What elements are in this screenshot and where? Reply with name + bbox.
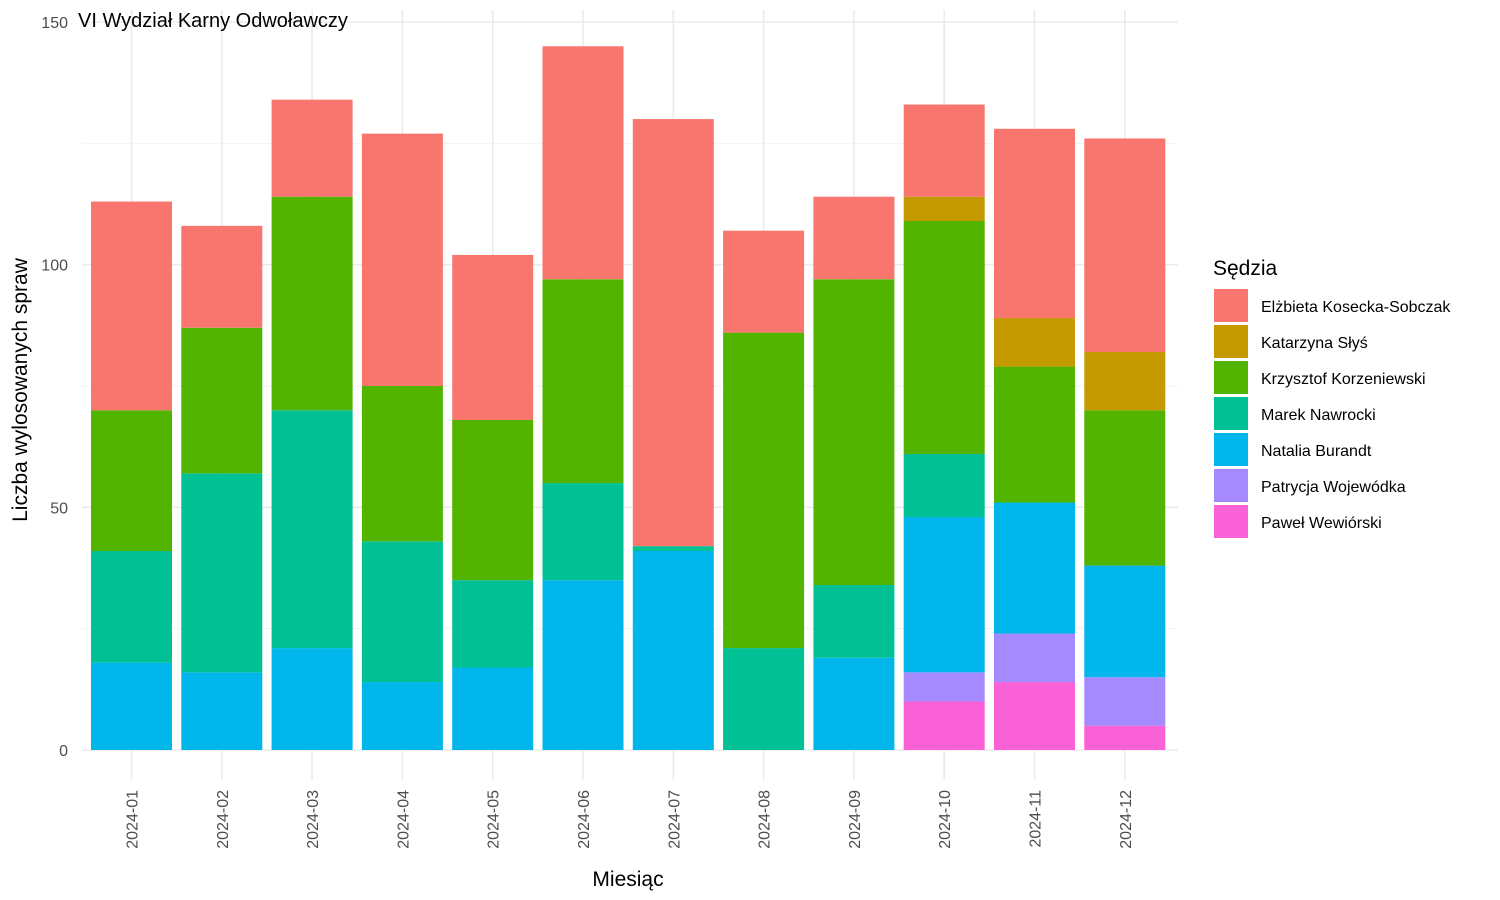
x-tick-label: 2024-06 [576,790,593,849]
legend: Sędzia Elżbieta Kosecka-Sobczak Katarzyna… [1213,257,1451,538]
bar-segment [994,128,1075,319]
legend-label: Elżbieta Kosecka-Sobczak [1261,299,1451,316]
bar-segment [91,201,172,411]
bar-segment [994,318,1075,367]
bar-segment [181,473,263,673]
x-tick-label: 2024-10 [937,790,954,849]
bar-segment [452,254,534,420]
bar-segment [632,546,714,552]
bar-segment [632,119,714,547]
bar-segment [361,541,443,683]
bar-segment [542,46,624,280]
bar-segment [723,648,805,750]
bar-segment [271,410,353,649]
bar-segment [723,230,805,333]
bar-segment [91,662,172,750]
bar-segment [1084,677,1166,726]
bar-segment [181,327,263,474]
y-tick-label: 0 [59,743,68,760]
bars-layer [91,46,1166,750]
bar-segment [903,104,985,197]
bar-segment [994,366,1075,503]
bar-segment [723,332,805,649]
bar-segment [903,453,985,518]
y-axis-title: Liczba wylosowanych spraw [9,257,32,522]
bar-segment [452,580,534,668]
chart-title: VI Wydział Karny Odwoławczy [78,10,348,32]
x-tick-label: 2024-01 [125,790,142,849]
bar-segment [181,225,263,328]
bar-segment [452,419,534,581]
bar-segment [813,279,895,585]
legend-label: Katarzyna Słyś [1261,335,1368,352]
bar-segment [994,633,1075,683]
bar-segment [542,279,624,484]
bar-segment [813,584,895,658]
x-tick-label: 2024-04 [395,790,412,849]
legend-title: Sędzia [1213,257,1278,280]
axis-layer: 0 50 100 150 2024-01 2024-02 2024-03 2024-04 202… [41,15,1135,849]
x-tick-label: 2024-03 [305,790,322,849]
bar-segment [271,648,353,750]
bar-segment [903,220,985,454]
bar-segment [452,667,534,750]
x-tick-label: 2024-05 [486,790,503,849]
bar-segment [361,682,443,750]
bar-segment [632,551,714,750]
bar-segment [271,99,353,197]
bar-segment [1084,410,1166,566]
x-tick-label: 2024-11 [1028,790,1045,848]
bar-segment [1084,725,1166,750]
legend-label: Patrycja Wojewódka [1261,479,1406,496]
bar-segment [1084,138,1166,353]
legend-swatch [1214,469,1248,502]
bar-segment [361,133,443,386]
x-tick-label: 2024-09 [847,790,864,849]
x-tick-label: 2024-07 [666,790,683,849]
x-tick-label: 2024-08 [757,790,774,849]
bar-segment [1084,565,1166,678]
bar-segment [994,502,1075,634]
bar-segment [91,551,172,663]
legend-label: Natalia Burandt [1261,443,1372,460]
bar-segment [903,701,985,750]
bar-segment [903,517,985,673]
bar-segment [1084,352,1166,411]
bar-segment [994,682,1075,750]
legend-label: Marek Nawrocki [1261,407,1376,424]
bar-segment [903,672,985,702]
bar-segment [271,196,353,411]
x-axis-title: Miesiąc [592,868,663,891]
legend-label: Paweł Wewiórski [1261,515,1382,532]
y-tick-label: 100 [41,258,68,275]
bar-segment [181,672,263,750]
y-tick-label: 50 [50,500,68,517]
x-tick-label: 2024-02 [215,790,232,849]
bar-segment [542,483,624,581]
bar-segment [813,657,895,750]
legend-swatch [1214,433,1248,466]
legend-swatch [1214,505,1248,538]
y-tick-label: 150 [41,15,68,32]
x-tick-label: 2024-12 [1118,790,1135,849]
bar-segment [361,386,443,542]
legend-swatch [1214,325,1248,358]
bar-segment [903,196,985,221]
legend-swatch [1214,289,1248,322]
bar-segment [813,196,895,280]
bar-segment [542,580,624,750]
bar-segment [91,410,172,552]
legend-swatch [1214,397,1248,430]
legend-items: Elżbieta Kosecka-Sobczak Katarzyna Słyś Kr… [1214,289,1451,538]
legend-swatch [1214,361,1248,394]
legend-label: Krzysztof Korzeniewski [1261,371,1426,388]
